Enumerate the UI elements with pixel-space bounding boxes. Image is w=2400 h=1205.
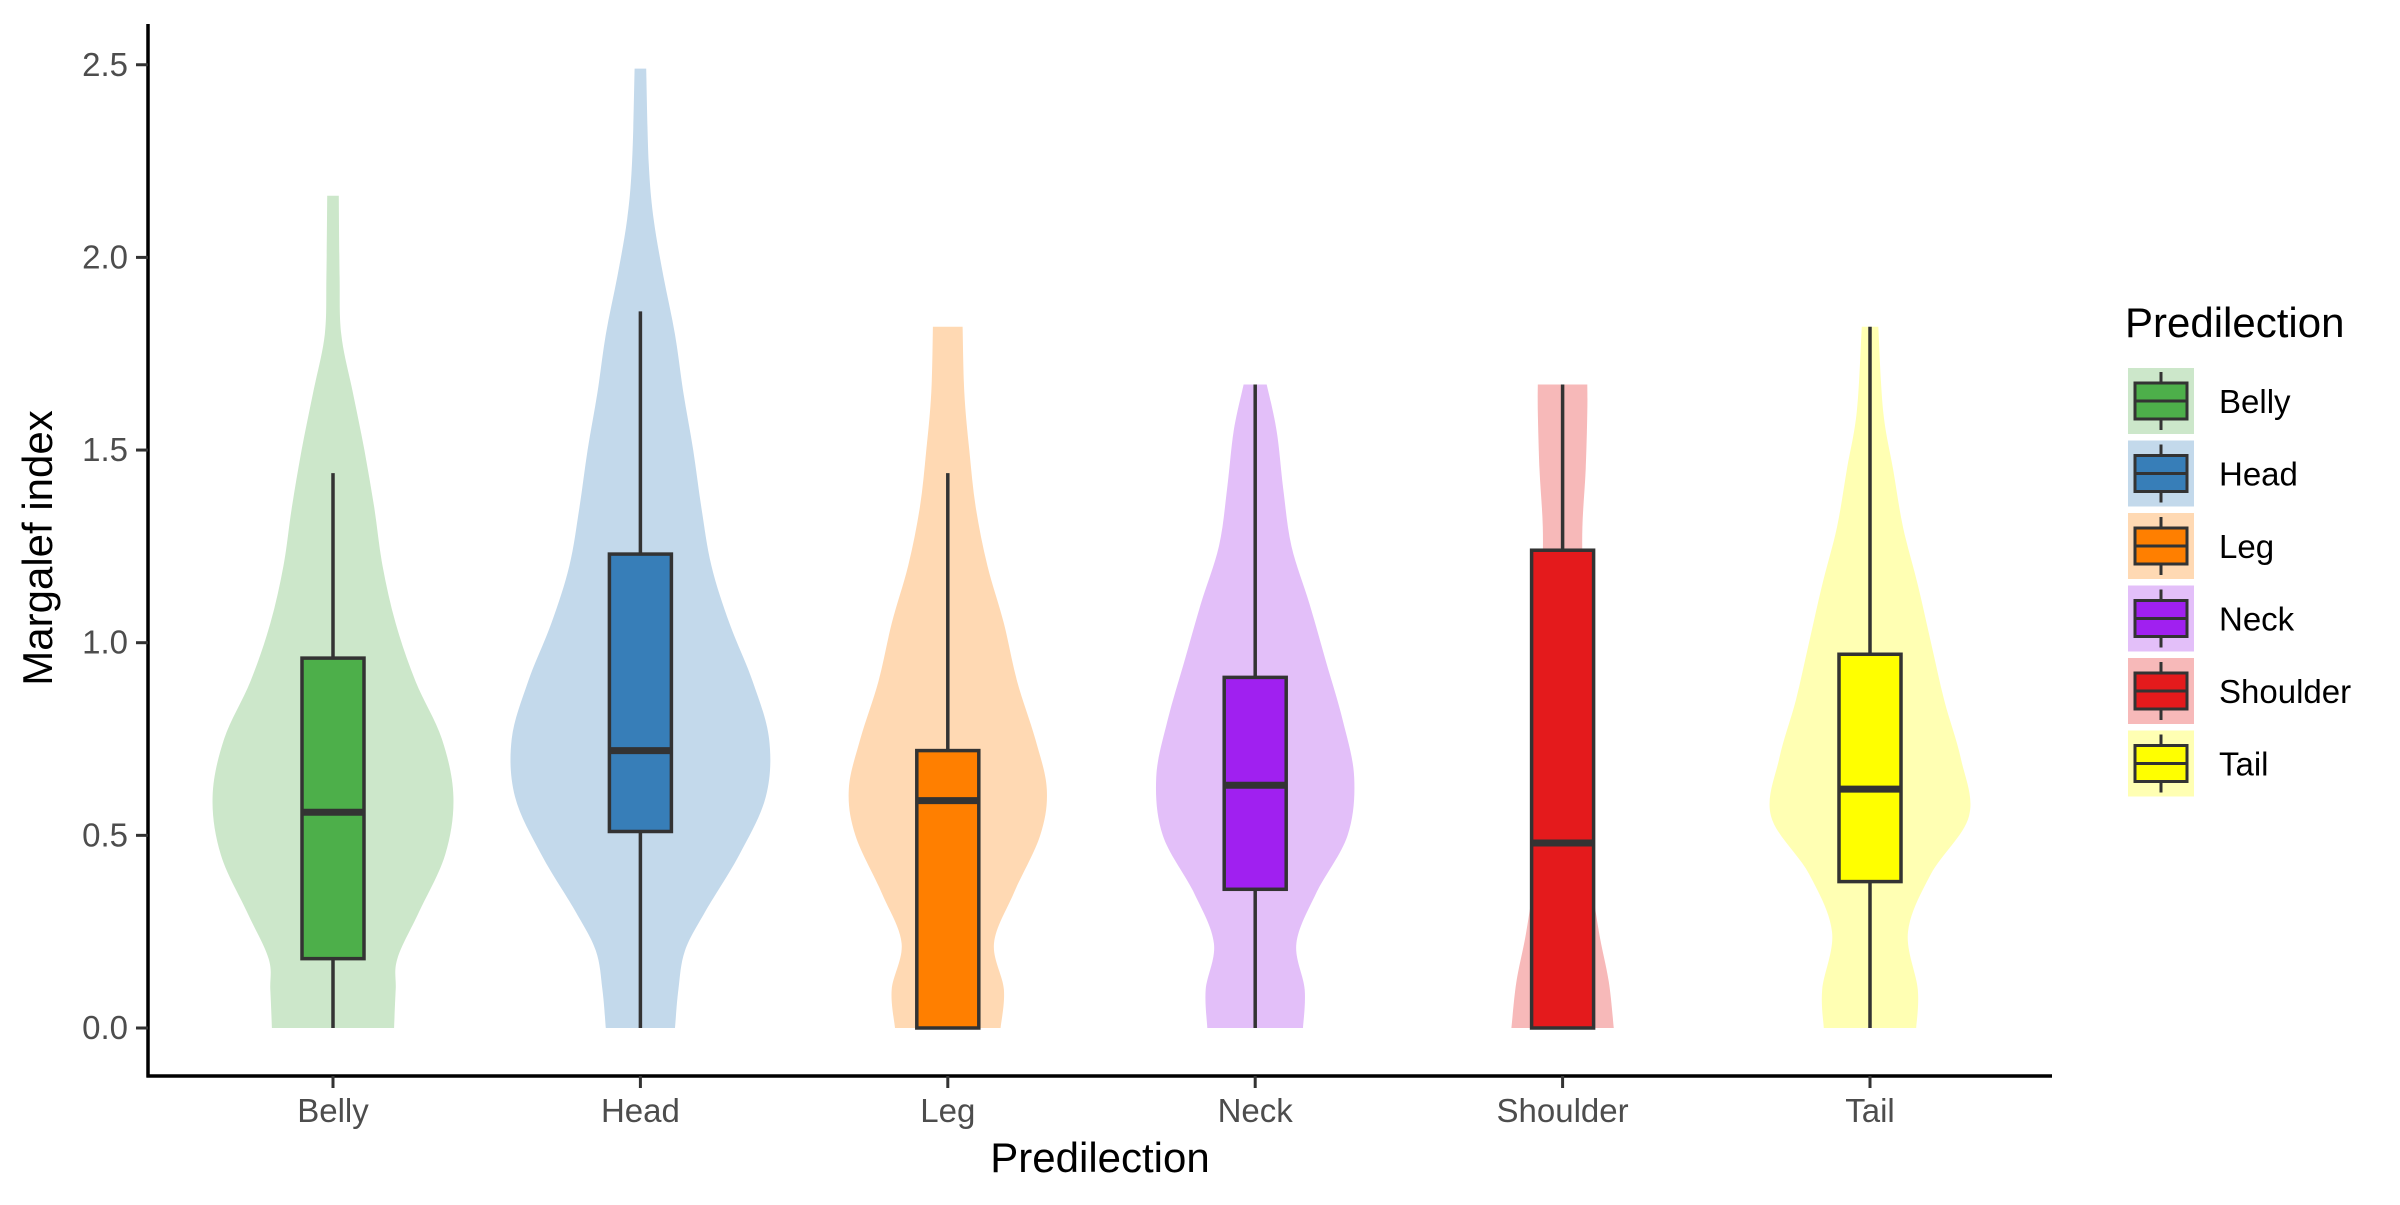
x-tick-label: Shoulder (1497, 1092, 1629, 1129)
x-tick-label: Head (601, 1092, 680, 1129)
legend-item-leg: Leg (2128, 513, 2274, 579)
x-tick-label: Belly (297, 1092, 369, 1129)
x-tick-label: Neck (1218, 1092, 1294, 1129)
y-tick-label: 2.5 (82, 46, 128, 83)
legend-item-neck: Neck (2128, 585, 2295, 652)
y-axis-title: Margalef index (14, 410, 61, 685)
legend-label: Shoulder (2219, 673, 2351, 710)
legend-label: Tail (2219, 746, 2269, 783)
legend-item-tail: Tail (2128, 730, 2269, 797)
box-head (607, 552, 674, 834)
x-tick-label: Leg (920, 1092, 975, 1129)
legend-item-head: Head (2128, 440, 2298, 507)
legend: Predilection Belly Head Leg Neck Shoulder Tai… (2125, 299, 2351, 797)
legend-title: Predilection (2125, 299, 2344, 346)
y-tick-label: 1.0 (82, 624, 128, 661)
legend-item-belly: Belly (2128, 368, 2291, 434)
y-tick-label: 0.0 (82, 1009, 128, 1046)
legend-item-shoulder: Shoulder (2128, 658, 2351, 724)
box-tail (1837, 652, 1903, 884)
y-tick-label: 0.5 (82, 816, 128, 853)
boxplots-layer (300, 311, 1903, 1030)
x-axis-title: Predilection (990, 1134, 1209, 1181)
violins-layer (212, 68, 1971, 1029)
box-leg (915, 748, 981, 1030)
box-belly (300, 656, 366, 961)
box-shoulder (1529, 548, 1596, 1030)
axes-layer: 0.0 0.5 1.0 1.5 2.0 2.5 Belly Head Leg Neck Should… (82, 24, 2052, 1129)
legend-label: Head (2219, 456, 2298, 493)
y-tick-label: 2.0 (82, 238, 128, 275)
legend-label: Leg (2219, 528, 2274, 565)
legend-label: Neck (2219, 601, 2295, 638)
legend-label: Belly (2219, 383, 2291, 420)
y-tick-label: 1.5 (82, 431, 128, 468)
x-tick-label: Tail (1845, 1092, 1895, 1129)
